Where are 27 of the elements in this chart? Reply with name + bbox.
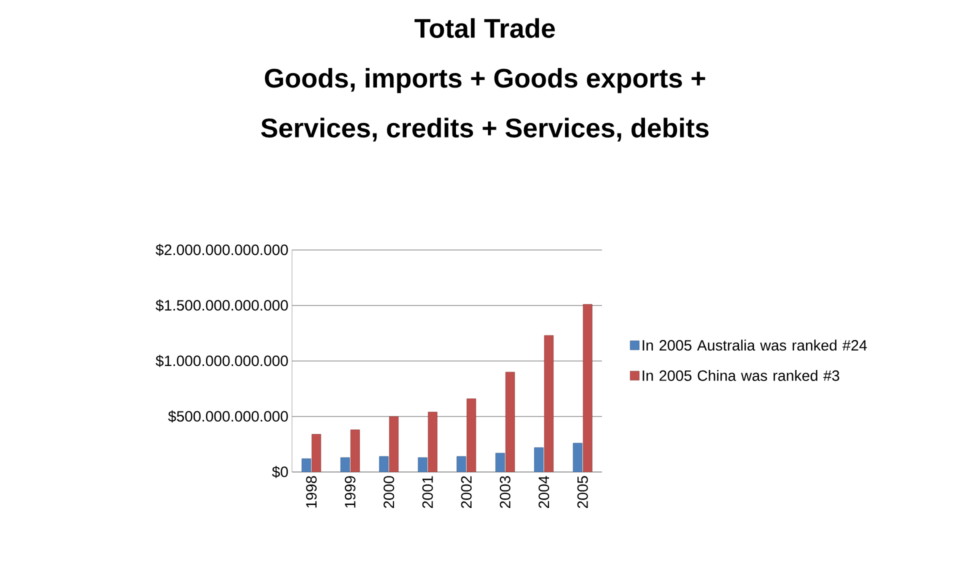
bar (495, 452, 505, 472)
y-tick-label: $2.000.000.000.000 (156, 244, 288, 256)
y-tick-label: $500.000.000.000 (168, 410, 288, 423)
bar (534, 447, 544, 472)
legend-label: In 2005 Australia was ranked #24 (642, 340, 867, 351)
bar (572, 442, 582, 472)
x-tick-label: 2003 (500, 476, 510, 508)
y-tick-label: $0 (272, 466, 288, 478)
bar (350, 430, 360, 472)
y-tick-label: $1.500.000.000.000 (156, 299, 288, 312)
x-tick-label: 2002 (461, 476, 472, 508)
bar (582, 304, 592, 472)
x-tick-label: 2001 (422, 476, 433, 508)
bar (544, 335, 554, 472)
x-tick-label: 2005 (577, 476, 588, 508)
x-tick-label: 2000 (384, 476, 394, 508)
x-tick-label: 1998 (306, 476, 317, 508)
chart-title: Total Trade Goods, imports + Goods exports + Services, credits + Services, debits (261, 18, 709, 142)
bar (428, 412, 438, 472)
bar (389, 416, 399, 472)
y-tick-label: $1.000.000.000.000 (156, 354, 288, 368)
bar (466, 398, 476, 472)
bar (312, 434, 322, 472)
bar (505, 372, 515, 472)
legend-label: In 2005 China was ranked #3 (642, 370, 840, 381)
x-tick-label: 2004 (538, 476, 550, 508)
x-tick-label: 1999 (344, 476, 356, 508)
